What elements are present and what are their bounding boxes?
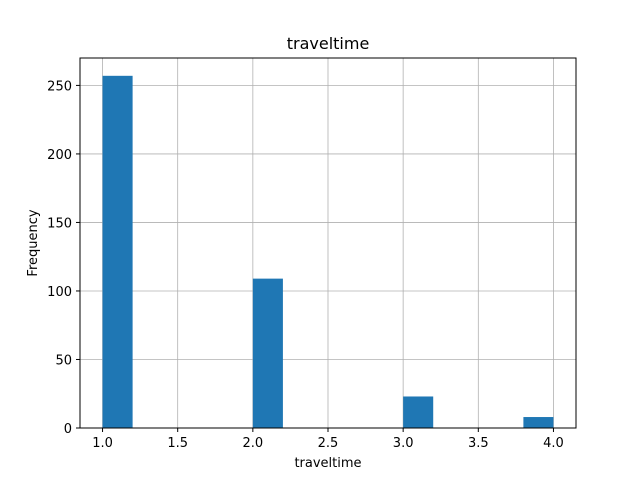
grid-lines	[80, 58, 576, 429]
x-tick-label: 4.0	[543, 436, 564, 451]
chart-title: traveltime	[287, 34, 370, 53]
histogram-bar	[252, 278, 283, 428]
x-tick-label: 1.5	[167, 436, 188, 451]
y-tick-label: 150	[47, 216, 72, 231]
y-tick-label: 200	[47, 148, 72, 163]
x-tick-label: 2.0	[243, 436, 264, 451]
x-tick-label: 2.5	[318, 436, 339, 451]
x-tick-label: 1.0	[92, 436, 113, 451]
histogram-bar	[403, 396, 434, 428]
histogram-bar	[102, 75, 133, 428]
y-tick-label: 50	[55, 353, 72, 368]
y-tick-label: 0	[64, 422, 72, 437]
y-tick-label: 100	[47, 285, 72, 300]
y-axis-ticks: 0 50 100 150 200 250	[47, 79, 80, 437]
x-axis-label: traveltime	[294, 456, 361, 471]
x-axis-ticks: 1.0 1.5 2.0 2.5 3.0 3.5 4.0	[92, 428, 564, 451]
bars	[102, 75, 554, 428]
y-tick-label: 250	[47, 79, 72, 94]
y-axis-label: Frequency	[26, 209, 41, 276]
x-tick-label: 3.5	[468, 436, 489, 451]
x-tick-label: 3.0	[393, 436, 414, 451]
histogram-bar	[523, 417, 554, 428]
